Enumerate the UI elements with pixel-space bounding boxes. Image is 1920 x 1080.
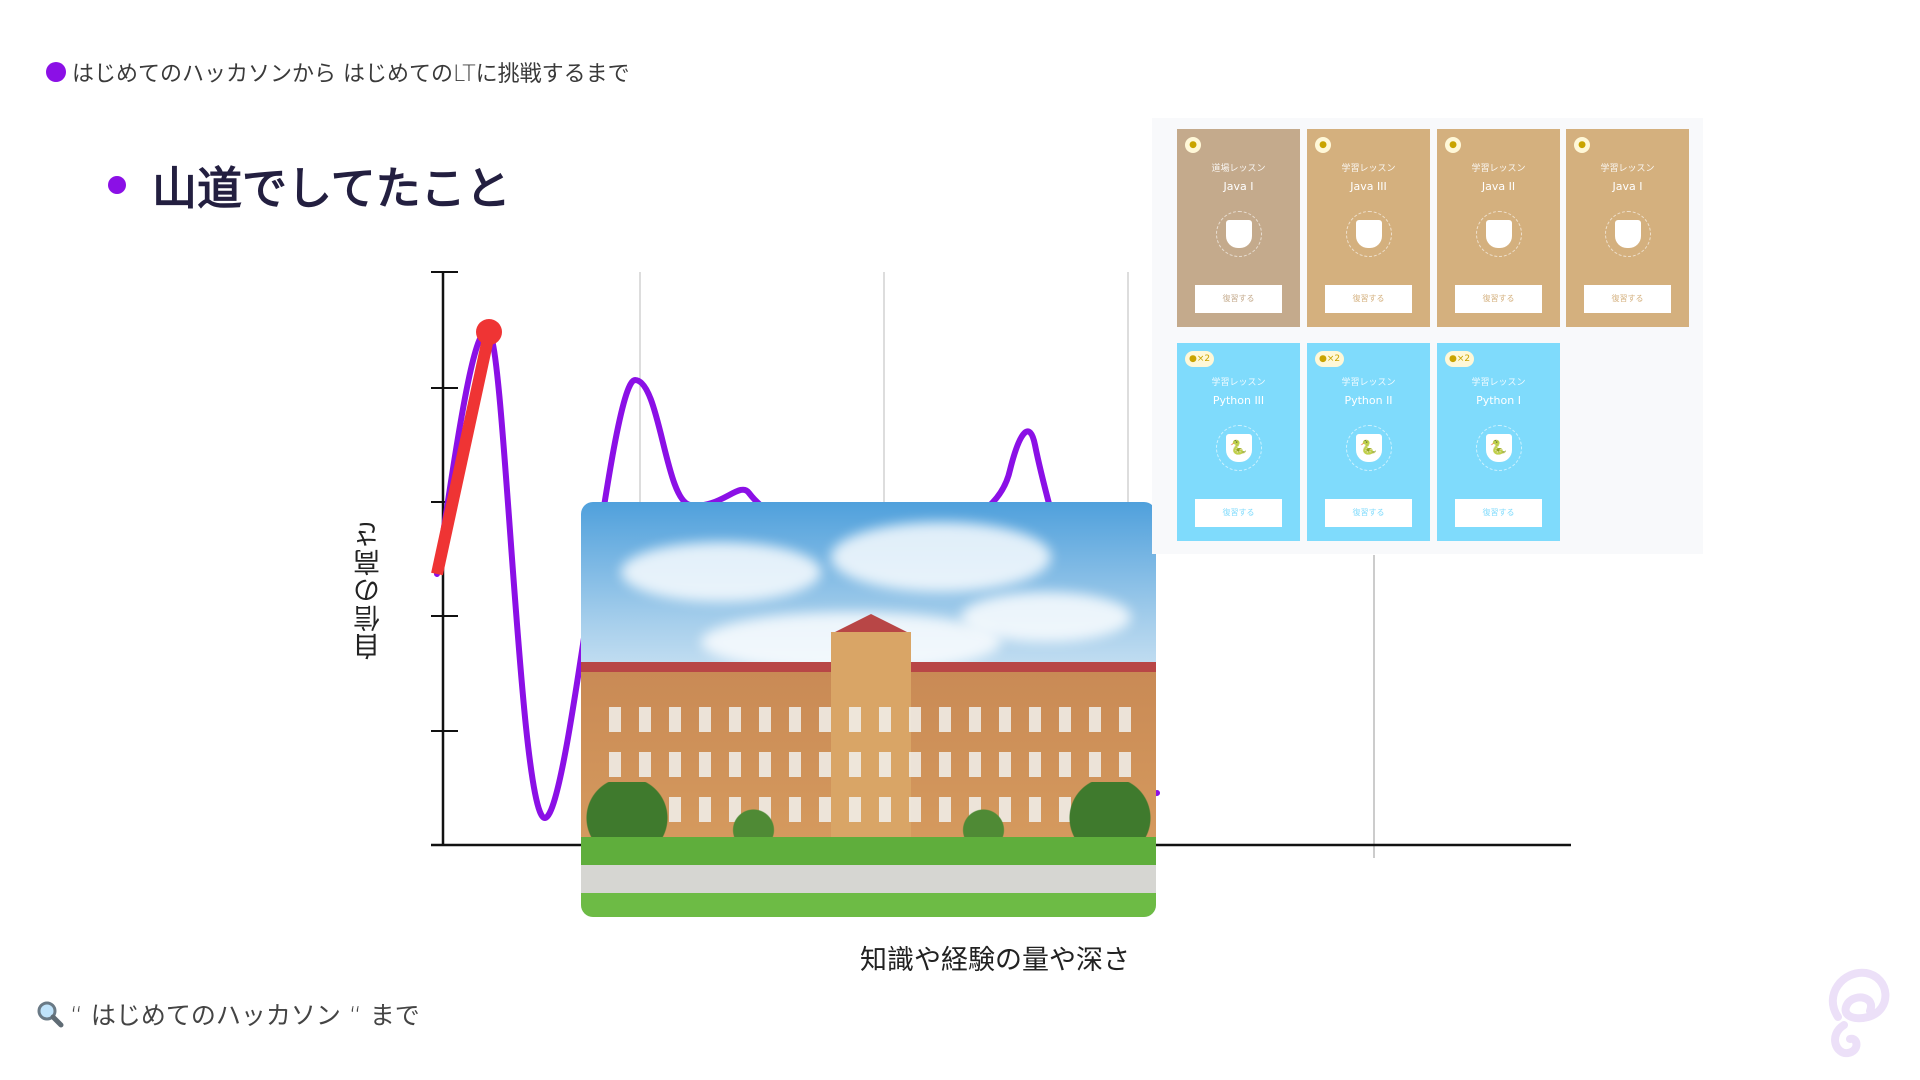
review-button[interactable]: 復習する	[1584, 285, 1671, 313]
magnifier-icon	[37, 1001, 64, 1028]
footer-text: “ はじめてのハッカソン “ まで	[70, 1001, 420, 1030]
python-icon: 🐍	[1345, 425, 1392, 471]
coin-badge: ●×2	[1315, 351, 1345, 367]
university-building-photo	[581, 502, 1156, 917]
lesson-type: 学習レッスン	[1341, 164, 1396, 174]
y-axis-label: 自信の高さ	[354, 520, 385, 660]
x-axis-label: 知識や経験の量や深さ	[860, 945, 1130, 976]
bullet-dot-icon	[46, 62, 66, 82]
review-button[interactable]: 復習する	[1455, 499, 1542, 527]
bullet-dot-icon	[108, 175, 126, 194]
coin-badge: ●	[1315, 137, 1331, 153]
review-button[interactable]: 復習する	[1195, 285, 1282, 313]
lesson-type: 学習レッスン	[1471, 164, 1526, 174]
page-title: 山道でしてたこと	[108, 152, 511, 217]
lesson-card[interactable]: ● 学習レッスン Java III ☕ 復習する	[1307, 129, 1430, 327]
python-icon: 🐍	[1475, 425, 1522, 471]
lesson-type: 学習レッスン	[1211, 378, 1266, 388]
python-icon: 🐍	[1215, 425, 1262, 471]
coin-badge: ●×2	[1185, 351, 1215, 367]
review-button[interactable]: 復習する	[1195, 499, 1282, 527]
title-text: 山道でしてたこと	[152, 162, 511, 215]
review-button[interactable]: 復習する	[1325, 285, 1412, 313]
lesson-type: 学習レッスン	[1600, 164, 1655, 174]
brand-logo-icon	[1828, 968, 1890, 1058]
lesson-type: 学習レッスン	[1341, 378, 1396, 388]
footer: “ はじめてのハッカソン “ まで	[36, 996, 420, 1032]
lesson-card[interactable]: ● 学習レッスン Java I ☕ 復習する	[1566, 129, 1689, 327]
lesson-name: Java II	[1481, 180, 1516, 193]
lesson-type: 道場レッスン	[1211, 164, 1266, 174]
slide-header: はじめてのハッカソンから はじめてのLTに挑戦するまで	[46, 56, 630, 88]
lesson-name: Python II	[1344, 394, 1393, 407]
coffee-icon: ☕	[1475, 211, 1522, 257]
lesson-name: Java I	[1223, 180, 1254, 193]
review-button[interactable]: 復習する	[1325, 499, 1412, 527]
coin-badge: ●	[1574, 137, 1590, 153]
confidence-curve	[434, 328, 1160, 822]
lesson-card[interactable]: ●×2 学習レッスン Python III 🐍 復習する	[1177, 343, 1300, 541]
coin-badge: ●	[1185, 137, 1201, 153]
lesson-card[interactable]: ● 道場レッスン Java I ☕ 復習する	[1177, 129, 1300, 327]
coffee-icon: ☕	[1215, 211, 1262, 257]
coffee-icon: ☕	[1604, 211, 1651, 257]
lesson-type: 学習レッスン	[1471, 378, 1526, 388]
header-text: はじめてのハッカソンから はじめてのLTに挑戦するまで	[72, 62, 630, 87]
coffee-icon: ☕	[1345, 211, 1392, 257]
lesson-name: Java I	[1612, 180, 1643, 193]
lesson-card[interactable]: ●×2 学習レッスン Python II 🐍 復習する	[1307, 343, 1430, 541]
lesson-card[interactable]: ●×2 学習レッスン Python I 🐍 復習する	[1437, 343, 1560, 541]
lesson-name: Java III	[1350, 180, 1387, 193]
current-position-marker	[476, 319, 502, 345]
highlight-segment	[431, 332, 495, 576]
lesson-name: Python III	[1212, 394, 1265, 407]
review-button[interactable]: 復習する	[1455, 285, 1542, 313]
lesson-name: Python I	[1476, 394, 1521, 407]
coin-badge: ●×2	[1445, 351, 1475, 367]
coin-badge: ●	[1445, 137, 1461, 153]
lesson-card[interactable]: ● 学習レッスン Java II ☕ 復習する	[1437, 129, 1560, 327]
